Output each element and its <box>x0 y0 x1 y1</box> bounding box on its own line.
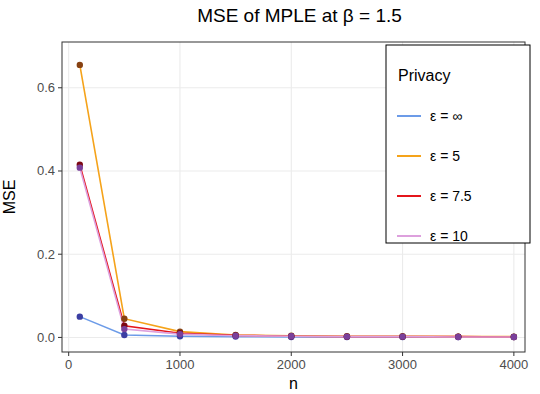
series-line <box>80 168 514 337</box>
grid-line <box>62 254 525 255</box>
tick-label: 0.4 <box>37 163 55 178</box>
legend-label: ε = 10 <box>430 228 468 244</box>
point <box>455 334 461 340</box>
point <box>344 333 350 339</box>
point <box>511 334 517 340</box>
legend-swatch <box>397 115 421 117</box>
tick <box>291 352 292 356</box>
point <box>177 331 183 337</box>
point <box>232 333 238 339</box>
point <box>121 326 127 332</box>
legend-swatch <box>397 235 421 237</box>
legend-label: ε = 5 <box>430 148 460 164</box>
point <box>77 164 83 170</box>
point <box>232 332 238 338</box>
point <box>177 330 183 336</box>
legend-label: ε = 7.5 <box>430 188 472 204</box>
point <box>399 333 405 339</box>
legend-label: ε = ∞ <box>430 108 462 124</box>
series-line <box>80 317 514 337</box>
tick <box>402 352 403 356</box>
point <box>399 333 405 339</box>
legend-swatch <box>397 155 421 157</box>
point <box>77 313 83 319</box>
point <box>344 333 350 339</box>
point <box>121 316 127 322</box>
tick-label: 0.6 <box>37 80 55 95</box>
legend-box <box>386 45 530 243</box>
tick <box>58 254 62 255</box>
point <box>121 332 127 338</box>
tick-label: 2000 <box>277 357 306 372</box>
tick-label: 0.2 <box>37 247 55 262</box>
grid-line <box>179 42 180 352</box>
grid-line <box>291 42 292 352</box>
tick <box>58 337 62 338</box>
point <box>77 62 83 68</box>
point <box>288 333 294 339</box>
point <box>455 333 461 339</box>
tick <box>58 170 62 171</box>
legend-title: Privacy <box>398 67 450 84</box>
point <box>232 333 238 339</box>
tick <box>68 352 69 356</box>
grid-line <box>68 42 69 352</box>
point <box>511 334 517 340</box>
point <box>344 334 350 340</box>
tick-label: 0.0 <box>37 330 55 345</box>
point <box>455 334 461 340</box>
point <box>511 333 517 339</box>
point <box>399 334 405 340</box>
point <box>288 333 294 339</box>
tick <box>58 87 62 88</box>
point <box>344 333 350 339</box>
tick-label: 0 <box>65 357 72 372</box>
x-axis-label: n <box>289 375 298 392</box>
point <box>399 333 405 339</box>
point <box>288 334 294 340</box>
y-axis-label: MSE <box>1 180 18 215</box>
point <box>232 332 238 338</box>
tick-label: 3000 <box>388 357 417 372</box>
chart: 0 1000 2000 3000 4000 0.0 0.2 0.4 0.6 MSE of MPLE… <box>0 0 540 394</box>
legend-swatch <box>397 195 421 197</box>
series-line <box>80 165 514 337</box>
tick <box>179 352 180 356</box>
point <box>511 334 517 340</box>
tick-label: 4000 <box>499 357 528 372</box>
point <box>455 333 461 339</box>
title: MSE of MPLE at β = 1.5 <box>197 5 402 26</box>
tick-label: 1000 <box>166 357 195 372</box>
tick <box>513 352 514 356</box>
point <box>288 333 294 339</box>
background <box>0 0 540 394</box>
